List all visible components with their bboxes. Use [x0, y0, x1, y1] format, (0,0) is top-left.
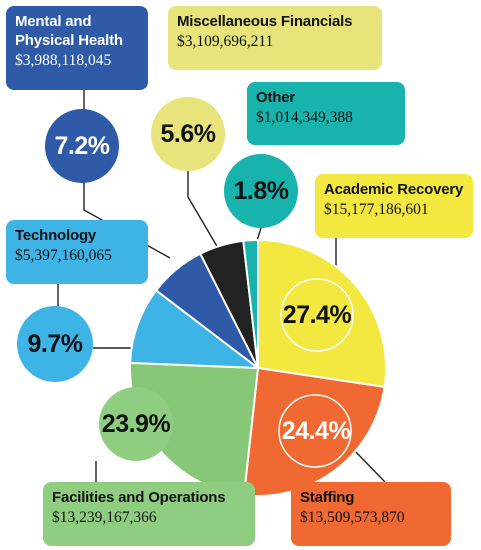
label-name: Miscellaneous Financials	[177, 13, 353, 30]
label-other: Other $1,014,349,388	[247, 82, 405, 145]
label-amount: $1,014,349,388	[256, 108, 353, 126]
label-miscellaneous-financials: Miscellaneous Financials $3,109,696,211	[168, 6, 382, 70]
percent-bubble-other: 1.8%	[224, 154, 298, 228]
percent-bubble-health: 7.2%	[45, 109, 119, 183]
pie-slice-technology	[129, 288, 262, 370]
label-name: Technology	[15, 227, 97, 244]
leader-line	[351, 447, 386, 483]
label-amount: $3,109,696,211	[177, 32, 274, 50]
label-amount: $13,509,573,870	[300, 508, 405, 526]
percent-bubble-academic: 27.4%	[282, 300, 352, 329]
percent-bubble-technology: 9.7%	[17, 306, 93, 382]
percent-bubble-staffing: 24.4%	[281, 416, 351, 445]
label-technology: Technology $5,397,160,065	[6, 220, 148, 284]
label-amount: $3,988,118,045	[15, 51, 112, 69]
label-facilities-operations: Facilities and Operations $13,239,167,36…	[43, 482, 255, 546]
inner-rings	[278, 278, 354, 468]
label-mental-physical-health: Mental and Physical Health $3,988,118,04…	[6, 6, 148, 90]
ring-staffing	[278, 394, 352, 468]
label-name: Facilities and Operations	[52, 489, 226, 506]
pie-slice-other	[242, 238, 259, 369]
percent-bubble-facilities: 23.9%	[99, 387, 173, 461]
label-amount: $5,397,160,065	[15, 246, 112, 264]
leader-line	[187, 170, 219, 249]
label-name: Academic Recovery	[324, 181, 464, 198]
label-amount: $15,177,186,601	[324, 200, 429, 218]
label-staffing: Staffing $13,509,573,870	[291, 482, 451, 546]
percent-bubble-misc: 5.6%	[151, 97, 225, 171]
label-name: Staffing	[300, 489, 355, 506]
label-name-2: Physical Health	[15, 31, 123, 49]
ring-academic	[280, 278, 354, 352]
label-name: Other	[256, 89, 296, 106]
label-academic-recovery: Academic Recovery $15,177,186,601	[315, 174, 473, 238]
label-name: Mental and	[15, 13, 92, 30]
pie-slices	[129, 238, 387, 497]
label-amount: $13,239,167,366	[52, 508, 157, 526]
